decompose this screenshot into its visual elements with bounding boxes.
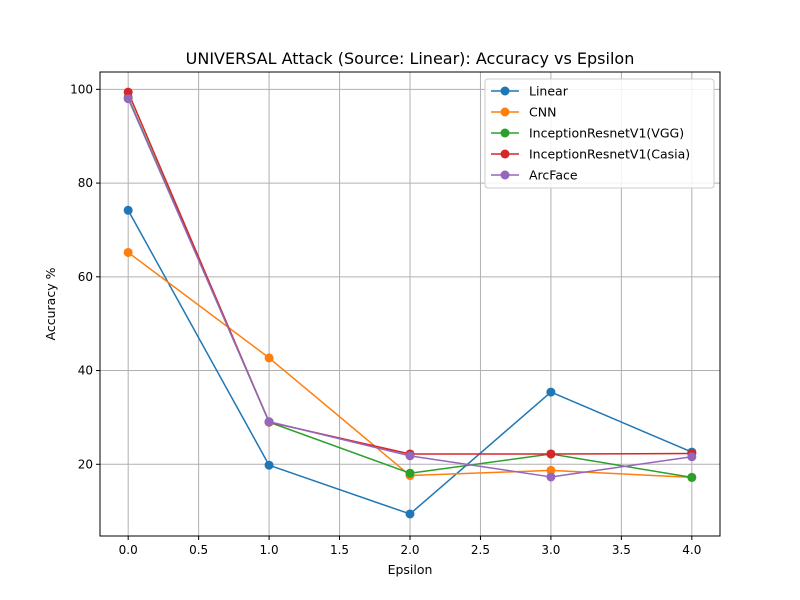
legend-marker <box>500 86 510 96</box>
legend-item: Linear <box>491 84 569 99</box>
data-point <box>546 465 556 475</box>
legend-label: CNN <box>529 105 556 120</box>
data-point <box>123 205 133 215</box>
legend-box <box>484 78 715 189</box>
ticks: 0.0 0.5 1.0 1.5 2.0 2.5 3.0 3.5 4.0 20 40 60 80 100 <box>70 82 701 557</box>
series-4 <box>123 94 697 482</box>
x-tick-label: 1.0 <box>260 543 279 557</box>
y-tick-label: 100 <box>70 82 93 96</box>
data-point <box>687 472 697 482</box>
legend-marker <box>500 170 510 180</box>
legend-item: InceptionResnetV1(Casia) <box>491 147 690 162</box>
legend-item: InceptionResnetV1(VGG) <box>491 126 684 141</box>
x-tick-label: 0.0 <box>119 543 138 557</box>
data-point <box>264 353 274 363</box>
data-point <box>687 452 697 462</box>
legend-item: CNN <box>491 105 556 120</box>
data-point <box>264 460 274 470</box>
x-tick-label: 4.0 <box>682 543 701 557</box>
legend: Linear CNN InceptionResnetV1(VGG) Inception… <box>484 78 715 189</box>
legend-marker <box>500 149 510 159</box>
y-tick-label: 60 <box>78 270 93 284</box>
x-axis-label: Epsilon <box>388 562 433 577</box>
data-point <box>546 387 556 397</box>
x-tick-label: 3.0 <box>541 543 560 557</box>
legend-item: ArcFace <box>491 168 578 183</box>
data-point <box>264 417 274 427</box>
data-point <box>546 449 556 459</box>
data-point <box>405 451 415 461</box>
x-tick-label: 2.0 <box>400 543 419 557</box>
legend-label: Linear <box>529 84 569 99</box>
data-point <box>123 247 133 257</box>
y-tick-label: 40 <box>78 364 93 378</box>
y-axis-label: Accuracy % <box>43 267 58 340</box>
chart-title: UNIVERSAL Attack (Source: Linear): Accur… <box>186 49 635 68</box>
y-tick-label: 20 <box>78 457 93 471</box>
data-point <box>123 87 133 97</box>
data-point <box>405 468 415 478</box>
x-tick-label: 2.5 <box>471 543 490 557</box>
data-point <box>546 472 556 482</box>
legend-label: InceptionResnetV1(Casia) <box>529 147 690 162</box>
x-tick-label: 1.5 <box>330 543 349 557</box>
data-point <box>405 509 415 519</box>
legend-label: ArcFace <box>529 168 578 183</box>
y-tick-label: 80 <box>78 176 93 190</box>
x-tick-label: 3.5 <box>612 543 631 557</box>
legend-marker <box>500 107 510 117</box>
legend-label: InceptionResnetV1(VGG) <box>529 126 684 141</box>
x-tick-label: 0.5 <box>189 543 208 557</box>
legend-marker <box>500 128 510 138</box>
series-layer <box>123 87 697 519</box>
data-point <box>123 94 133 104</box>
